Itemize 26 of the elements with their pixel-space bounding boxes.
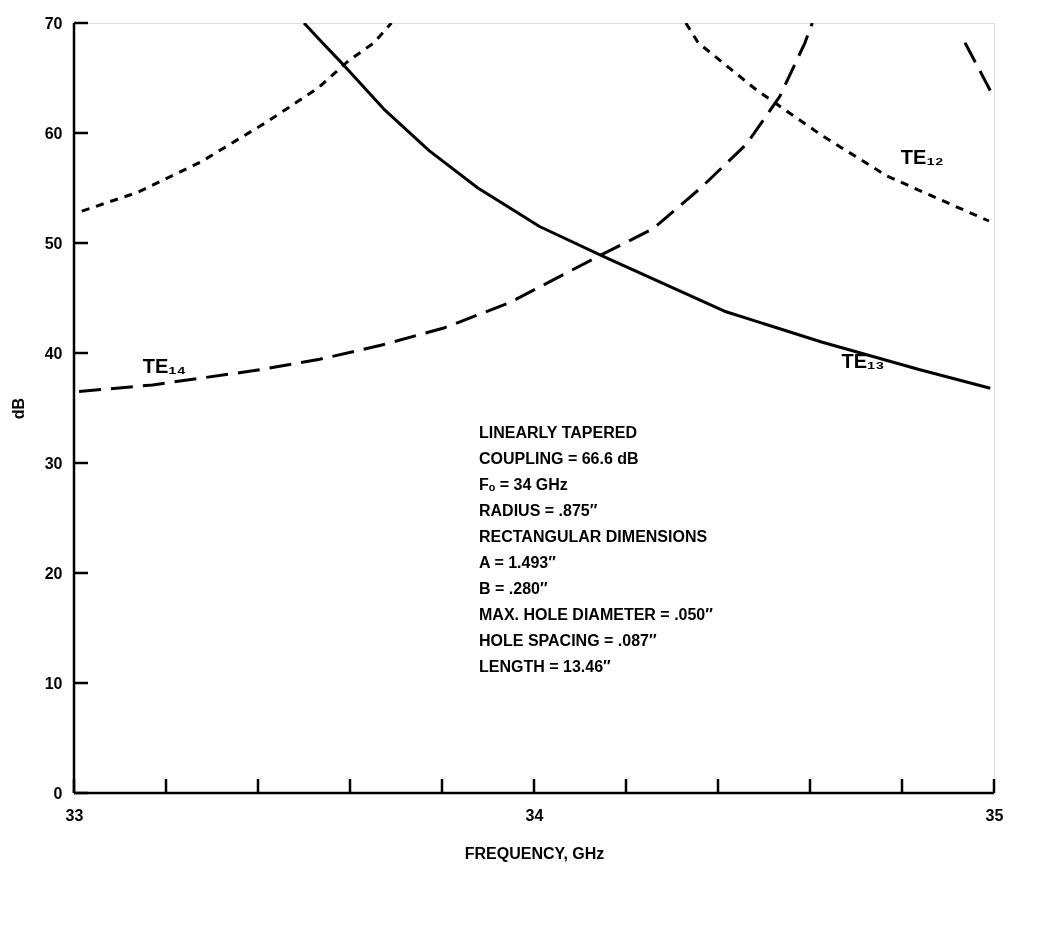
annotation: A = 1.493″ xyxy=(479,554,557,571)
x-tick-label: 34 xyxy=(525,806,544,824)
annotation: RECTANGULAR DIMENSIONS xyxy=(479,528,708,545)
y-tick-label: 70 xyxy=(44,14,63,32)
y-axis-title: dB xyxy=(9,397,27,420)
annotation: RADIUS = .875″ xyxy=(479,502,598,519)
annotation: B = .280″ xyxy=(479,580,548,597)
series-label: TE₁₂ xyxy=(900,145,944,168)
annotation: MAX. HOLE DIAMETER = .050″ xyxy=(479,606,714,623)
x-tick-label: 33 xyxy=(65,806,84,824)
annotation: LINEARLY TAPERED xyxy=(479,424,637,441)
y-tick-label: 60 xyxy=(44,124,63,142)
x-tick-label: 35 xyxy=(985,806,1004,824)
series-label: TE₁₃ xyxy=(841,350,885,372)
x-axis-title: FREQUENCY, GHz xyxy=(464,844,605,862)
y-tick-label: 20 xyxy=(44,564,63,582)
y-tick-label: 50 xyxy=(44,234,63,252)
y-tick-label: 0 xyxy=(53,784,63,802)
y-tick-label: 10 xyxy=(44,674,63,692)
y-tick-label: 40 xyxy=(44,344,63,362)
annotation: HOLE SPACING = .087″ xyxy=(479,632,657,649)
annotation: COUPLING = 66.6 dB xyxy=(479,450,639,467)
series-label: TE₁₄ xyxy=(142,354,187,377)
annotation: LENGTH = 13.46″ xyxy=(479,658,612,675)
y-tick-label: 30 xyxy=(44,454,63,472)
annotation: Fₒ = 34 GHz xyxy=(479,476,568,493)
